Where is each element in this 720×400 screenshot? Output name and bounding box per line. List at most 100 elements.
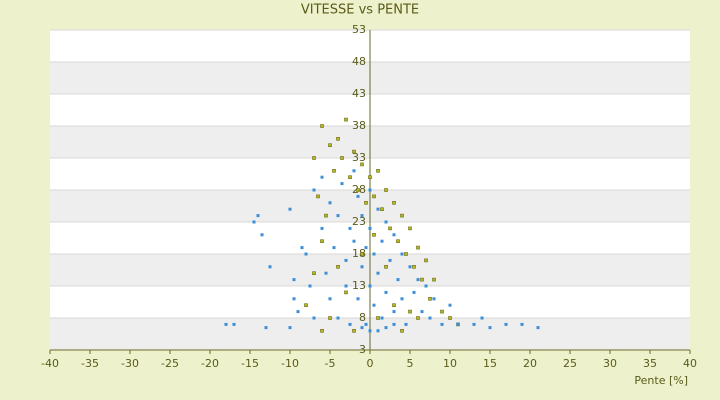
point: [368, 226, 372, 230]
point: [400, 297, 404, 301]
point: [396, 239, 400, 243]
point: [368, 284, 372, 288]
x-axis-label: Pente [%]: [634, 374, 688, 387]
x-tick-label: 10: [443, 357, 457, 370]
point: [428, 296, 432, 301]
point: [360, 214, 364, 218]
x-tick-label: 20: [523, 357, 537, 370]
point: [288, 207, 292, 211]
x-tick-label: -10: [281, 357, 299, 370]
point: [416, 316, 420, 320]
point: [392, 310, 396, 314]
point: [264, 326, 268, 330]
point: [348, 175, 352, 179]
point: [360, 252, 364, 256]
point: [332, 246, 336, 250]
point: [404, 252, 408, 256]
point: [252, 220, 256, 224]
point: [320, 226, 324, 230]
point: [408, 265, 412, 269]
point: [368, 188, 372, 192]
point: [324, 271, 328, 275]
point: [472, 322, 476, 326]
point: [344, 117, 348, 122]
x-tick-label: 5: [407, 357, 414, 370]
point: [352, 169, 356, 173]
point: [348, 226, 352, 230]
y-tick-label: 13: [352, 279, 366, 292]
y-tick-label: 18: [352, 247, 366, 260]
point: [340, 156, 344, 160]
point: [352, 149, 356, 154]
point: [288, 326, 292, 330]
point: [424, 284, 428, 288]
x-tick-label: 0: [367, 357, 374, 370]
point: [360, 326, 364, 330]
point: [292, 278, 296, 282]
point: [396, 278, 400, 282]
point: [372, 233, 376, 237]
point: [392, 201, 396, 205]
point: [400, 328, 404, 333]
y-tick-label: 48: [352, 55, 366, 68]
y-tick-label: 23: [352, 215, 366, 228]
point: [344, 258, 348, 262]
point: [376, 169, 380, 173]
point: [364, 322, 368, 326]
point: [456, 322, 460, 326]
y-tick-label: 53: [352, 23, 366, 36]
point: [316, 194, 320, 199]
y-tick-label: 38: [352, 119, 366, 132]
point: [380, 316, 384, 320]
chart-title: VITESSE vs PENTE: [301, 3, 419, 18]
point: [292, 297, 296, 301]
point: [348, 322, 352, 326]
point: [372, 303, 376, 307]
point: [404, 322, 408, 326]
point: [392, 233, 396, 237]
point: [356, 194, 360, 198]
x-tick-label: -5: [325, 357, 336, 370]
point: [448, 303, 452, 307]
point: [304, 303, 308, 308]
point: [376, 207, 380, 211]
point: [384, 188, 388, 192]
point: [304, 252, 308, 256]
point: [384, 264, 388, 269]
point: [360, 265, 364, 269]
point: [268, 265, 272, 269]
point: [312, 271, 316, 276]
point: [520, 322, 524, 326]
point: [232, 322, 236, 326]
point: [296, 310, 300, 314]
point: [440, 309, 444, 314]
point: [328, 316, 332, 320]
point: [364, 201, 368, 205]
point: [256, 214, 260, 218]
point: [376, 271, 380, 275]
point: [412, 264, 416, 269]
x-tick-label: 35: [643, 357, 657, 370]
point: [320, 328, 324, 333]
point: [328, 297, 332, 301]
point: [536, 326, 540, 330]
point: [480, 316, 484, 320]
point: [356, 297, 360, 301]
point: [340, 182, 344, 186]
x-tick-label: -30: [121, 357, 139, 370]
x-tick-label: -35: [81, 357, 99, 370]
point: [320, 124, 324, 128]
y-tick-label: 33: [352, 151, 366, 164]
point: [352, 328, 356, 333]
point: [328, 201, 332, 205]
point: [420, 277, 424, 282]
point: [312, 316, 316, 320]
point: [440, 322, 444, 326]
y-tick-label: 43: [352, 87, 366, 100]
point: [380, 239, 384, 243]
x-tick-label: 25: [563, 357, 577, 370]
point: [320, 175, 324, 179]
point: [356, 188, 360, 192]
x-tick-label: 30: [603, 357, 617, 370]
point: [384, 220, 388, 224]
